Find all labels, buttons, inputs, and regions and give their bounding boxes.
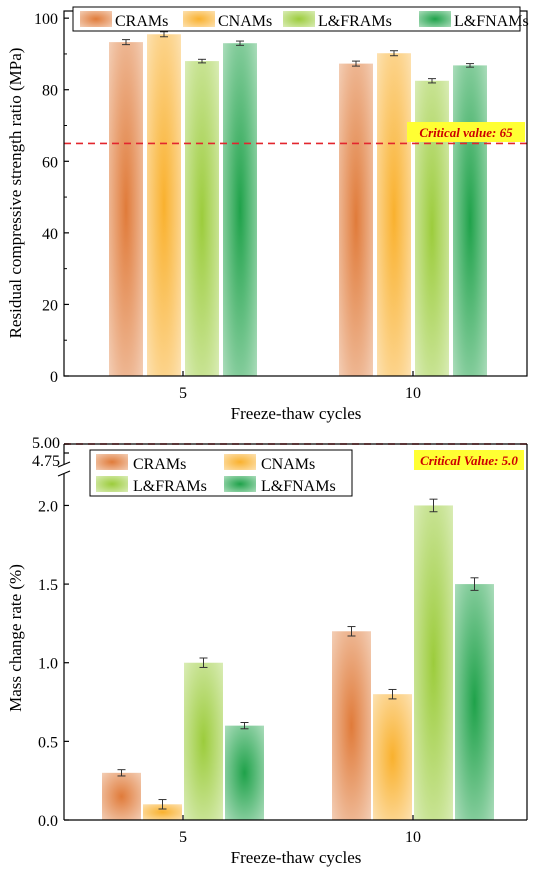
legend-swatch (224, 476, 256, 492)
bar-crams-10 (339, 63, 373, 377)
legend-label: L&FRAMs (318, 13, 392, 30)
bar-cnams-10 (373, 694, 412, 820)
error-bar (388, 688, 397, 700)
reference-label: Critical Value: 5.0 (420, 453, 518, 468)
y-tick-label: 100 (34, 11, 58, 28)
legend-swatch (96, 476, 128, 492)
x-tick-label: 5 (179, 385, 187, 402)
bar-lframs-5 (185, 61, 219, 377)
error-bar (160, 31, 168, 38)
error-bar (429, 498, 438, 513)
legend-swatch (96, 454, 128, 470)
error-bar (117, 769, 126, 777)
y-tick-label: 5.00 (32, 435, 60, 452)
error-bar (428, 78, 436, 84)
bar-cnams-10 (377, 53, 411, 376)
y-tick-label: 1.5 (38, 577, 58, 594)
legend-label: L&FRAMs (133, 478, 207, 495)
bar-lframs-10 (414, 505, 453, 820)
legend-swatch (183, 11, 215, 27)
reference-label-box (414, 450, 524, 470)
reference-label: Critical value: 65 (419, 125, 513, 140)
legend-label: L&FNAMs (454, 13, 529, 30)
legend: CRAMs CNAMs L&FRAMs L&FNAMs (89, 449, 353, 497)
bar-crams-5 (102, 772, 141, 820)
strength-ratio-chart: Critical value: 65 0 20 40 60 80 100 5 10 Free… (6, 6, 529, 423)
bar-lfnams-10 (453, 65, 487, 377)
bar-crams-10 (332, 631, 371, 820)
y-tick-label: 40 (42, 226, 58, 243)
y-tick-label: 0.5 (38, 734, 58, 751)
error-bar (236, 40, 244, 46)
y-tick-label: 60 (42, 154, 58, 171)
legend-swatch (80, 11, 112, 27)
bar-cnams-5 (143, 804, 182, 820)
x-axis-ticks: 5 10 (179, 371, 421, 402)
y-axis-ticks: 0.0 0.5 1.0 1.5 2.0 4.755.00 (32, 435, 69, 830)
y-tick-label: 4.75 (32, 453, 60, 470)
error-bar (466, 63, 474, 68)
x-axis-title: Freeze-thaw cycles (231, 404, 362, 423)
y-tick-label: 0 (50, 369, 58, 386)
error-bar (390, 50, 398, 57)
bar-lfnams-10 (455, 584, 494, 820)
x-tick-label: 10 (405, 385, 421, 402)
bar-lframs-5 (184, 662, 223, 820)
y-axis-ticks: 0 20 40 60 80 100 (34, 11, 69, 386)
legend-swatch (419, 11, 451, 27)
x-tick-label: 10 (405, 829, 421, 846)
axis-break-icon (57, 461, 71, 477)
y-tick-label: 0.0 (38, 813, 58, 830)
x-tick-label: 5 (179, 829, 187, 846)
x-axis-title: Freeze-thaw cycles (231, 848, 362, 867)
error-bar (347, 626, 356, 637)
bar-cnams-5 (147, 34, 181, 377)
y-tick-label: 1.0 (38, 656, 58, 673)
x-axis-ticks: 5 10 (179, 815, 421, 846)
y-axis-title: Residual compressive strength ratio (MPa… (6, 48, 25, 339)
legend: CRAMs CNAMs L&FRAMs L&FNAMs (72, 6, 529, 32)
legend-box (89, 449, 353, 497)
error-bar (240, 721, 249, 730)
y-tick-label: 80 (42, 83, 58, 100)
error-bar (158, 799, 167, 810)
error-bar (199, 657, 208, 668)
legend-label: L&FNAMs (261, 478, 336, 495)
legend-label: CNAMs (261, 456, 315, 473)
legend-label: CRAMs (133, 456, 186, 473)
error-bar (352, 60, 360, 67)
legend-swatch (283, 11, 315, 27)
mass-change-chart: Critical Value: 5.0 0.00.51.01.52.04.755… (6, 435, 528, 867)
legend-label: CRAMs (115, 13, 168, 30)
y-axis-title: Mass change rate (%) (6, 564, 25, 712)
bar-lfnams-5 (225, 725, 264, 820)
legend-swatch (224, 454, 256, 470)
error-bar (470, 577, 479, 591)
reference-label-box (407, 122, 525, 142)
bar-crams-5 (109, 42, 143, 376)
y-tick-label: 20 (42, 297, 58, 314)
error-bar (122, 39, 130, 46)
legend-label: CNAMs (218, 13, 272, 30)
error-bar (198, 58, 206, 64)
y-tick-label: 2.0 (38, 498, 58, 515)
bar-lfnams-5 (223, 43, 257, 377)
